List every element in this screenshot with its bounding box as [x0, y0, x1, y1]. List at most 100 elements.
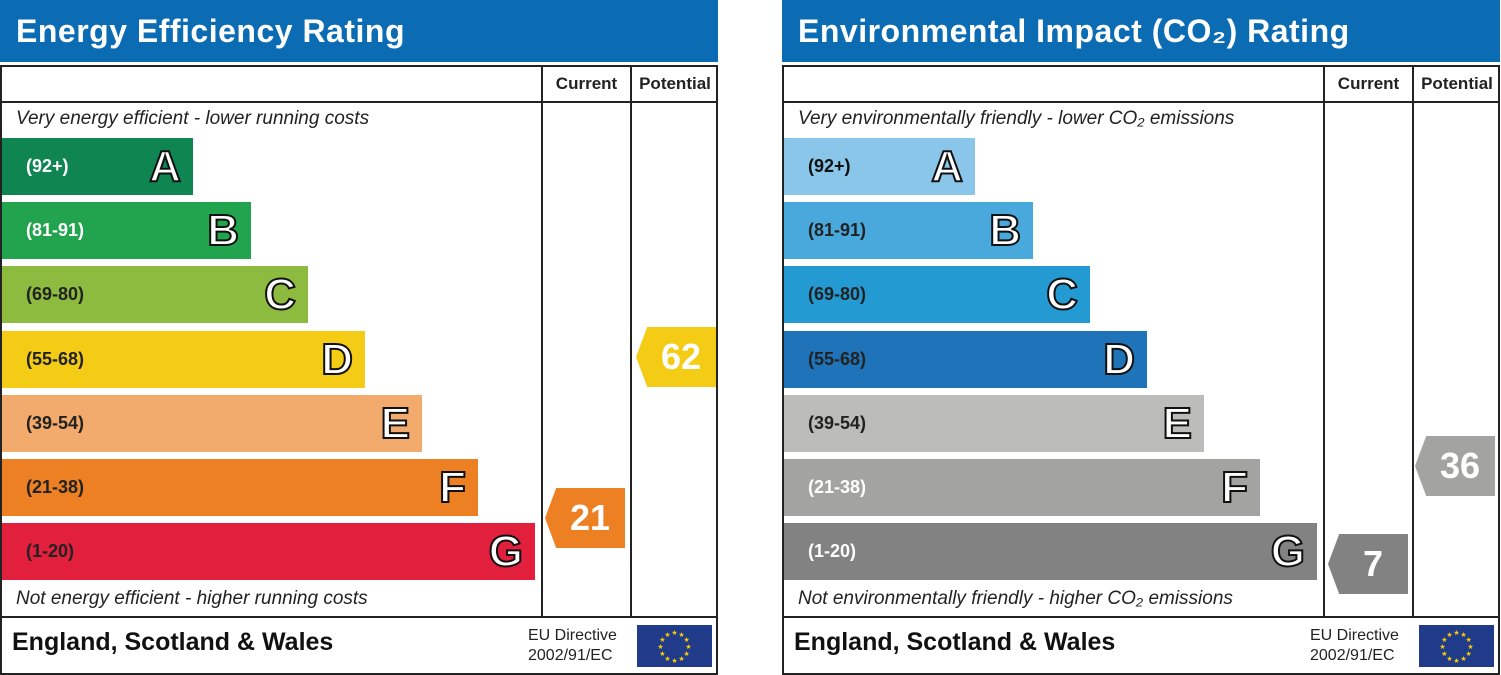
- svg-text:★: ★: [683, 636, 689, 644]
- rating-band-a: (92+) A: [784, 138, 975, 195]
- svg-text:★: ★: [659, 650, 665, 658]
- band-range: (55-68): [808, 349, 867, 369]
- svg-text:★: ★: [1453, 657, 1459, 665]
- svg-text:★: ★: [1460, 631, 1466, 639]
- svg-text:★: ★: [1465, 650, 1471, 658]
- current-column-header: Current: [555, 74, 618, 93]
- eu-directive: EU Directive 2002/91/EC: [528, 626, 617, 666]
- eu-directive-line1: EU Directive: [1310, 627, 1399, 644]
- eu-directive-line1: EU Directive: [528, 627, 617, 644]
- rating-band-c: (69-80) C: [784, 266, 1090, 323]
- band-letter: F: [1220, 462, 1249, 513]
- rating-band-e: (39-54) E: [784, 395, 1204, 452]
- top-caption: Very environmentally friendly - lower CO…: [798, 108, 1235, 129]
- band-range: (81-91): [808, 220, 867, 240]
- eu-flag-icon: ★ ★ ★ ★ ★ ★ ★ ★ ★ ★ ★ ★: [1419, 625, 1494, 667]
- rating-band-g: (1-20) G: [784, 523, 1317, 580]
- band-range: (81-91): [26, 220, 85, 240]
- rating-band-f: (21-38) F: [2, 459, 478, 516]
- eu-directive-line2: 2002/91/EC: [528, 647, 613, 664]
- svg-text:★: ★: [1465, 636, 1471, 644]
- row-divider: [782, 616, 1500, 618]
- band-range: (92+): [808, 156, 851, 176]
- footer-region: England, Scotland & Wales: [794, 628, 1116, 656]
- svg-text:★: ★: [1441, 650, 1447, 658]
- svg-text:★: ★: [671, 629, 677, 637]
- band-letter: B: [206, 205, 240, 256]
- band-letter: E: [380, 398, 411, 449]
- potential-rating-arrow: 36: [1415, 436, 1495, 496]
- svg-text:★: ★: [671, 657, 677, 665]
- band-range: (92+): [26, 156, 69, 176]
- band-letter: A: [930, 141, 964, 192]
- band-letter: B: [988, 205, 1022, 256]
- bottom-caption: Not energy efficient - higher running co…: [16, 588, 368, 609]
- eu-directive: EU Directive 2002/91/EC: [1310, 626, 1399, 666]
- rating-band-f: (21-38) F: [784, 459, 1260, 516]
- rating-table: [782, 65, 1500, 675]
- panel-title: Environmental Impact (CO₂) Rating: [782, 0, 1500, 62]
- band-range: (69-80): [26, 284, 85, 304]
- band-range: (21-38): [808, 477, 867, 497]
- svg-text:★: ★: [1460, 655, 1466, 663]
- top-caption: Very energy efficient - lower running co…: [16, 108, 370, 129]
- column-divider: [1412, 65, 1414, 617]
- band-range: (1-20): [26, 541, 75, 561]
- band-range: (39-54): [808, 413, 867, 433]
- potential-rating-arrow: 62: [636, 327, 716, 387]
- column-divider: [1323, 65, 1325, 617]
- svg-text:★: ★: [678, 631, 684, 639]
- band-range: (55-68): [26, 349, 85, 369]
- energy-rating-panel: Energy Efficiency Rating Current Potential…: [0, 0, 720, 675]
- svg-text:★: ★: [664, 655, 670, 663]
- svg-text:★: ★: [664, 631, 670, 639]
- svg-text:★: ★: [657, 643, 663, 651]
- band-range: (69-80): [808, 284, 867, 304]
- svg-text:★: ★: [1439, 643, 1445, 651]
- band-range: (39-54): [26, 413, 85, 433]
- band-letter: C: [1045, 269, 1079, 320]
- band-letter: D: [320, 334, 354, 385]
- band-letter: G: [1270, 526, 1306, 577]
- column-divider: [541, 65, 543, 617]
- rating-band-b: (81-91) B: [784, 202, 1033, 259]
- column-divider: [630, 65, 632, 617]
- footer-region: England, Scotland & Wales: [12, 628, 334, 656]
- rating-band-c: (69-80) C: [2, 266, 308, 323]
- bottom-caption: Not environmentally friendly - higher CO…: [798, 588, 1233, 609]
- svg-text:★: ★: [1446, 631, 1452, 639]
- svg-text:★: ★: [659, 636, 665, 644]
- band-letter: F: [438, 462, 467, 513]
- band-letter: C: [263, 269, 297, 320]
- band-range: (21-38): [26, 477, 85, 497]
- row-divider: [0, 616, 718, 618]
- eu-directive-line2: 2002/91/EC: [1310, 647, 1395, 664]
- row-divider: [782, 101, 1500, 103]
- svg-text:★: ★: [678, 655, 684, 663]
- panel-title: Energy Efficiency Rating: [0, 0, 718, 62]
- potential-column-header: Potential: [1421, 74, 1493, 93]
- svg-text:★: ★: [1446, 655, 1452, 663]
- band-range: (1-20): [808, 541, 857, 561]
- svg-text:★: ★: [1453, 629, 1459, 637]
- band-letter: A: [148, 141, 182, 192]
- row-divider: [0, 101, 718, 103]
- rating-band-g: (1-20) G: [2, 523, 535, 580]
- eu-flag-icon: ★ ★ ★ ★ ★ ★ ★ ★ ★ ★ ★ ★: [637, 625, 712, 667]
- rating-table: [0, 65, 718, 675]
- rating-band-d: (55-68) D: [2, 331, 365, 388]
- rating-band-d: (55-68) D: [784, 331, 1147, 388]
- svg-text:★: ★: [685, 643, 691, 651]
- rating-band-e: (39-54) E: [2, 395, 422, 452]
- rating-band-a: (92+) A: [2, 138, 193, 195]
- potential-column-header: Potential: [639, 74, 711, 93]
- band-letter: G: [488, 526, 524, 577]
- rating-band-b: (81-91) B: [2, 202, 251, 259]
- co2-rating-panel: Environmental Impact (CO₂) Rating Current…: [782, 0, 1501, 675]
- band-letter: E: [1162, 398, 1193, 449]
- svg-text:★: ★: [683, 650, 689, 658]
- current-rating-arrow: 7: [1328, 534, 1408, 594]
- current-rating-arrow: 21: [545, 488, 625, 548]
- current-column-header: Current: [1337, 74, 1400, 93]
- svg-text:★: ★: [1441, 636, 1447, 644]
